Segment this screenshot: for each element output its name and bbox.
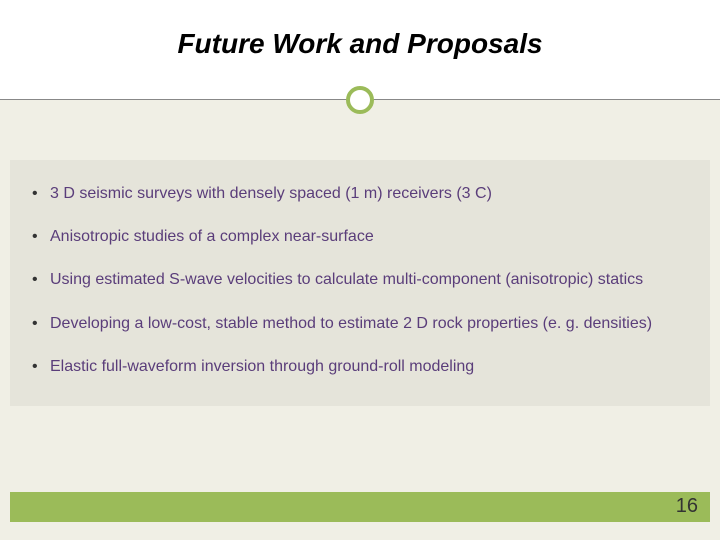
list-item: 3 D seismic surveys with densely spaced …	[28, 172, 692, 215]
divider-ring-icon	[346, 86, 374, 114]
content-box: 3 D seismic surveys with densely spaced …	[10, 160, 710, 406]
page-number: 16	[676, 495, 698, 518]
list-item: Elastic full-waveform inversion through …	[28, 345, 692, 388]
list-item: Using estimated S-wave velocities to cal…	[28, 258, 692, 301]
header-area: Future Work and Proposals	[0, 0, 720, 100]
list-item: Anisotropic studies of a complex near-su…	[28, 215, 692, 258]
list-item: Developing a low-cost, stable method to …	[28, 302, 692, 345]
bullet-list: 3 D seismic surveys with densely spaced …	[28, 172, 692, 388]
page-title: Future Work and Proposals	[0, 0, 720, 60]
footer-bar	[10, 492, 710, 522]
